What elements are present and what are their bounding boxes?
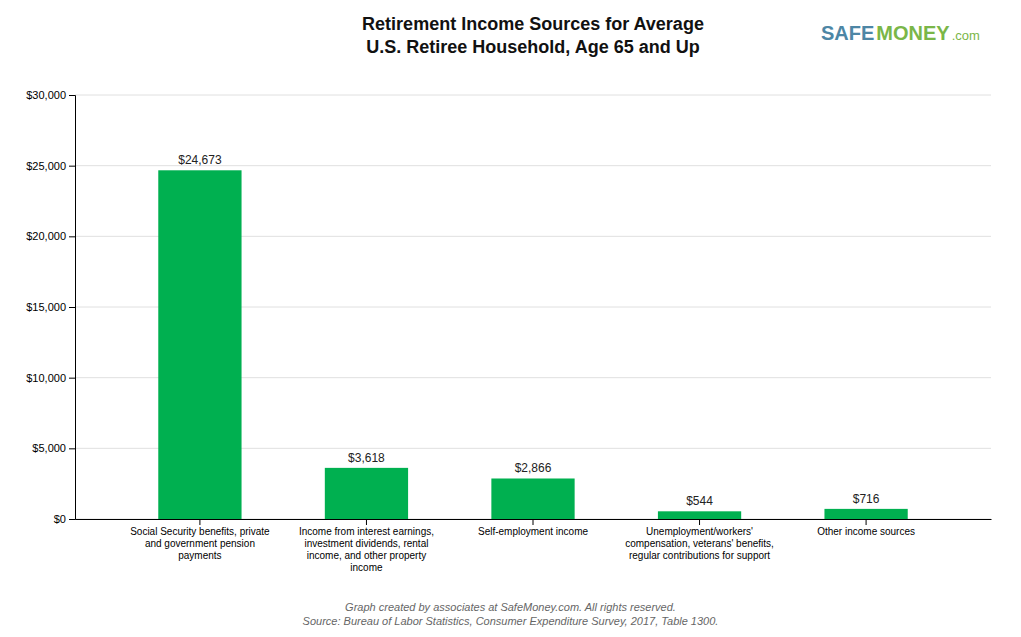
x-tick-label-line: investment dividends, rental	[304, 538, 428, 549]
y-tick-mark	[69, 95, 75, 96]
y-tick-mark	[69, 378, 75, 379]
x-tick-label-line: income, and other property	[307, 550, 427, 561]
x-tick-mark	[699, 519, 700, 525]
y-tick: $15,000	[26, 301, 75, 313]
y-tick: $25,000	[26, 160, 75, 172]
bar	[158, 170, 241, 519]
x-tick-label-line: Self-employment income	[478, 526, 588, 537]
data-label: $2,866	[515, 461, 552, 475]
title: Retirement Income Sources for Average U.S…	[362, 14, 704, 57]
x-tick-label-line: Social Security benefits, private	[130, 526, 270, 537]
y-tick: $5,000	[32, 442, 75, 454]
x-tick: Self-employment income	[478, 519, 588, 537]
x-tick-label-line: and government pension	[145, 538, 255, 549]
bar	[491, 478, 574, 519]
x-tick-label-line: Unemployment/workers'	[646, 526, 753, 537]
x-tick-label-line: payments	[178, 550, 221, 561]
y-tick-label: $5,000	[32, 442, 66, 454]
chart: $24,673 $3,618 $2,866 $544 $716 $0 $5,000 $10,0…	[0, 0, 1021, 637]
bar	[325, 468, 408, 519]
y-tick-label: $20,000	[26, 230, 66, 242]
y-axis: $0 $5,000 $10,000 $15,000 $20,000 $25,000 $30,…	[26, 89, 75, 525]
y-tick-label: $25,000	[26, 160, 66, 172]
y-tick-label: $30,000	[26, 89, 66, 101]
x-tick: Unemployment/workers'compensation, veter…	[625, 519, 774, 561]
x-tick-mark	[199, 519, 200, 525]
logo-text: SAFE	[821, 22, 874, 44]
x-tick-label-line: regular contributions for support	[629, 550, 770, 561]
x-tick: Income from interest earnings,investment…	[299, 519, 434, 573]
logo-text: .com	[952, 28, 980, 43]
y-tick: $0	[54, 513, 75, 525]
x-tick-mark	[866, 519, 867, 525]
x-tick: Social Security benefits, privateand gov…	[130, 519, 270, 561]
logo-text: MONEY	[876, 22, 950, 44]
data-labels: $24,673 $3,618 $2,866 $544 $716	[178, 153, 880, 508]
x-tick: Other income sources	[817, 519, 915, 537]
bar	[824, 509, 907, 519]
x-tick-label-line: Other income sources	[817, 526, 915, 537]
data-label: $3,618	[348, 451, 385, 465]
x-tick-label-line: Income from interest earnings,	[299, 526, 434, 537]
x-tick-label: Social Security benefits, privateand gov…	[130, 526, 270, 561]
x-tick-label: Unemployment/workers'compensation, veter…	[625, 526, 774, 561]
y-tick-label: $10,000	[26, 372, 66, 384]
footer-text: Graph created by associates at SafeMoney…	[345, 601, 676, 613]
x-tick-label: Other income sources	[817, 526, 915, 537]
x-tick-mark	[533, 519, 534, 525]
data-label: $544	[686, 494, 713, 508]
x-tick-label-line: compensation, veterans' benefits,	[625, 538, 774, 549]
annotations: Graph created by associates at SafeMoney…	[303, 22, 980, 627]
grid	[75, 95, 991, 519]
x-axis: Social Security benefits, privateand gov…	[76, 519, 992, 573]
x-tick-label: Self-employment income	[478, 526, 588, 537]
bar	[658, 511, 741, 519]
y-tick-mark	[69, 448, 75, 449]
y-tick-mark	[69, 166, 75, 167]
y-axis-line	[69, 96, 76, 520]
y-tick-mark	[69, 307, 75, 308]
y-tick-mark	[69, 519, 75, 520]
data-label: $24,673	[178, 153, 222, 167]
y-tick: $20,000	[26, 230, 75, 242]
title-line: U.S. Retiree Household, Age 65 and Up	[366, 37, 699, 57]
x-tick-label-line: income	[350, 562, 383, 573]
grid-line	[75, 95, 991, 96]
y-tick-mark	[69, 236, 75, 237]
x-tick-mark	[366, 519, 367, 525]
y-tick-label: $15,000	[26, 301, 66, 313]
title-line: Retirement Income Sources for Average	[362, 14, 704, 34]
data-label: $716	[853, 492, 880, 506]
bars	[158, 170, 907, 519]
footer-text: Source: Bureau of Labor Statistics, Cons…	[303, 615, 719, 627]
x-tick-label: Income from interest earnings,investment…	[299, 526, 434, 573]
y-tick-label: $0	[54, 513, 66, 525]
y-tick: $30,000	[26, 89, 75, 101]
y-tick: $10,000	[26, 372, 75, 384]
